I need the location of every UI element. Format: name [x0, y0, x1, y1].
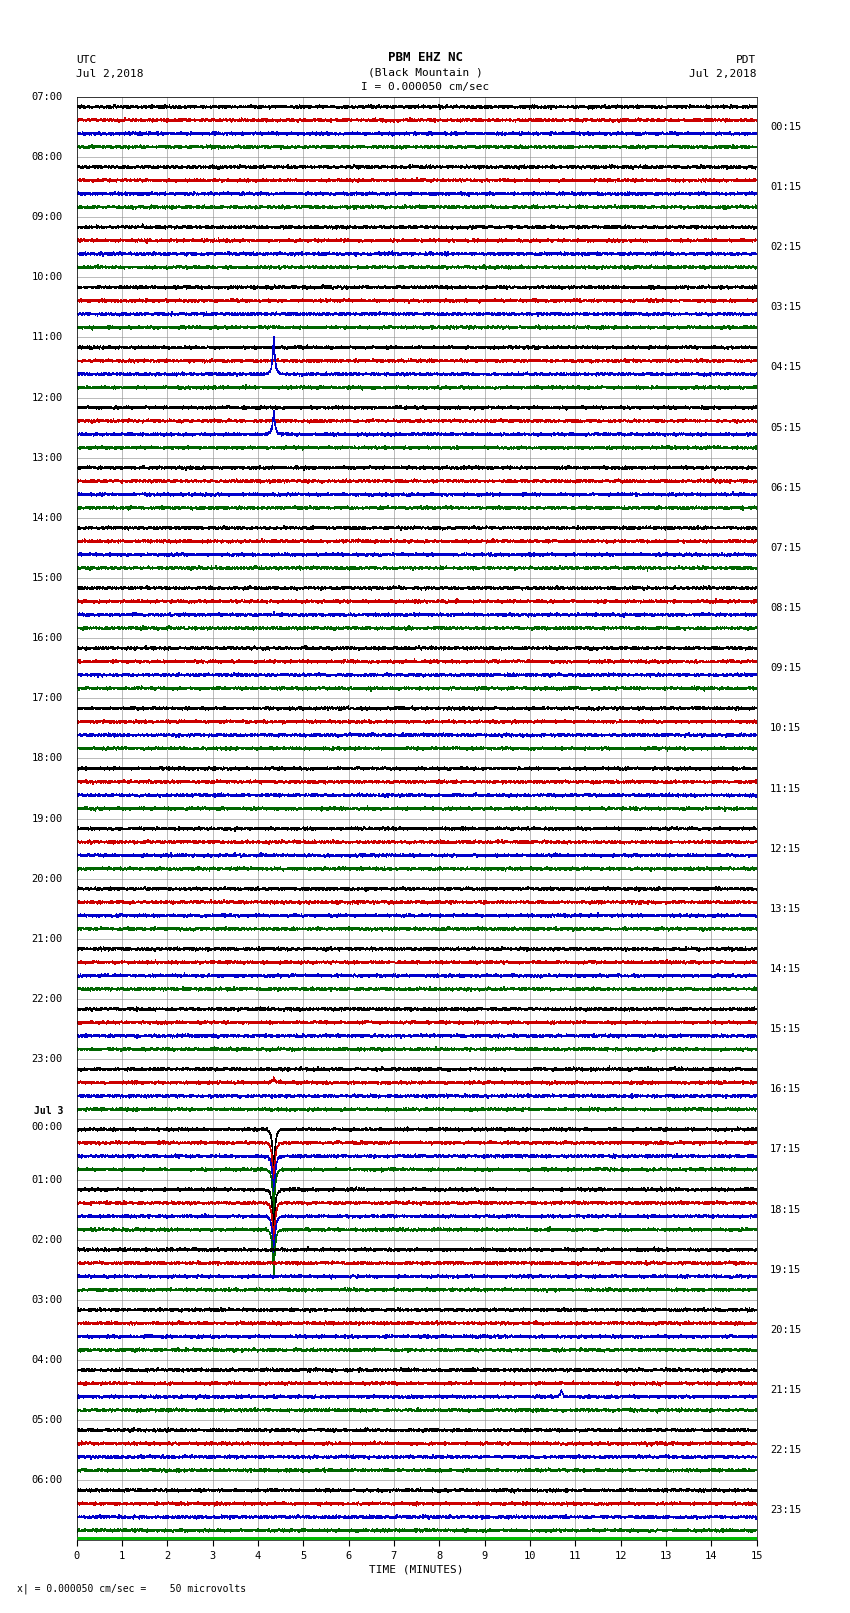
X-axis label: TIME (MINUTES): TIME (MINUTES)	[369, 1565, 464, 1574]
Text: 04:00: 04:00	[31, 1355, 63, 1365]
Text: 19:00: 19:00	[31, 813, 63, 824]
Text: 22:00: 22:00	[31, 994, 63, 1003]
Text: 14:00: 14:00	[31, 513, 63, 523]
Text: 12:15: 12:15	[770, 844, 802, 853]
Text: 16:00: 16:00	[31, 634, 63, 644]
Text: 13:15: 13:15	[770, 903, 802, 915]
Text: Jul 2,2018: Jul 2,2018	[689, 69, 756, 79]
Text: 11:00: 11:00	[31, 332, 63, 342]
Text: I = 0.000050 cm/sec: I = 0.000050 cm/sec	[361, 82, 489, 92]
Text: 17:15: 17:15	[770, 1145, 802, 1155]
Text: 05:00: 05:00	[31, 1415, 63, 1426]
Text: 14:15: 14:15	[770, 965, 802, 974]
Text: 15:00: 15:00	[31, 573, 63, 582]
Text: 17:00: 17:00	[31, 694, 63, 703]
Text: 10:00: 10:00	[31, 273, 63, 282]
Text: 02:00: 02:00	[31, 1234, 63, 1245]
Text: 19:15: 19:15	[770, 1265, 802, 1274]
Text: Jul 2,2018: Jul 2,2018	[76, 69, 144, 79]
Text: 23:15: 23:15	[770, 1505, 802, 1515]
Text: PBM EHZ NC: PBM EHZ NC	[388, 50, 462, 65]
Text: 03:15: 03:15	[770, 302, 802, 313]
Text: (Black Mountain ): (Black Mountain )	[367, 68, 483, 77]
Text: Jul 3: Jul 3	[33, 1107, 63, 1116]
Text: 07:00: 07:00	[31, 92, 63, 102]
Text: 23:00: 23:00	[31, 1055, 63, 1065]
Text: 04:15: 04:15	[770, 363, 802, 373]
Text: PDT: PDT	[736, 55, 756, 65]
Text: 21:15: 21:15	[770, 1386, 802, 1395]
Text: 00:15: 00:15	[770, 123, 802, 132]
Text: 05:15: 05:15	[770, 423, 802, 432]
Text: 09:00: 09:00	[31, 211, 63, 223]
Text: 09:15: 09:15	[770, 663, 802, 673]
Text: 11:15: 11:15	[770, 784, 802, 794]
Text: UTC: UTC	[76, 55, 97, 65]
Text: 16:15: 16:15	[770, 1084, 802, 1094]
Text: 06:00: 06:00	[31, 1476, 63, 1486]
Text: 21:00: 21:00	[31, 934, 63, 944]
Text: 18:15: 18:15	[770, 1205, 802, 1215]
Text: 08:15: 08:15	[770, 603, 802, 613]
Text: 15:15: 15:15	[770, 1024, 802, 1034]
Text: 12:00: 12:00	[31, 392, 63, 403]
Text: 06:15: 06:15	[770, 482, 802, 492]
Text: 01:15: 01:15	[770, 182, 802, 192]
Text: 08:00: 08:00	[31, 152, 63, 161]
Text: 10:15: 10:15	[770, 723, 802, 734]
Text: 18:00: 18:00	[31, 753, 63, 763]
Text: 00:00: 00:00	[31, 1123, 63, 1132]
Text: 03:00: 03:00	[31, 1295, 63, 1305]
Text: 13:00: 13:00	[31, 453, 63, 463]
Text: 01:00: 01:00	[31, 1174, 63, 1184]
Text: x| = 0.000050 cm/sec =    50 microvolts: x| = 0.000050 cm/sec = 50 microvolts	[17, 1582, 246, 1594]
Text: 02:15: 02:15	[770, 242, 802, 252]
Text: 20:00: 20:00	[31, 874, 63, 884]
Text: 22:15: 22:15	[770, 1445, 802, 1455]
Text: 20:15: 20:15	[770, 1324, 802, 1336]
Text: 07:15: 07:15	[770, 544, 802, 553]
